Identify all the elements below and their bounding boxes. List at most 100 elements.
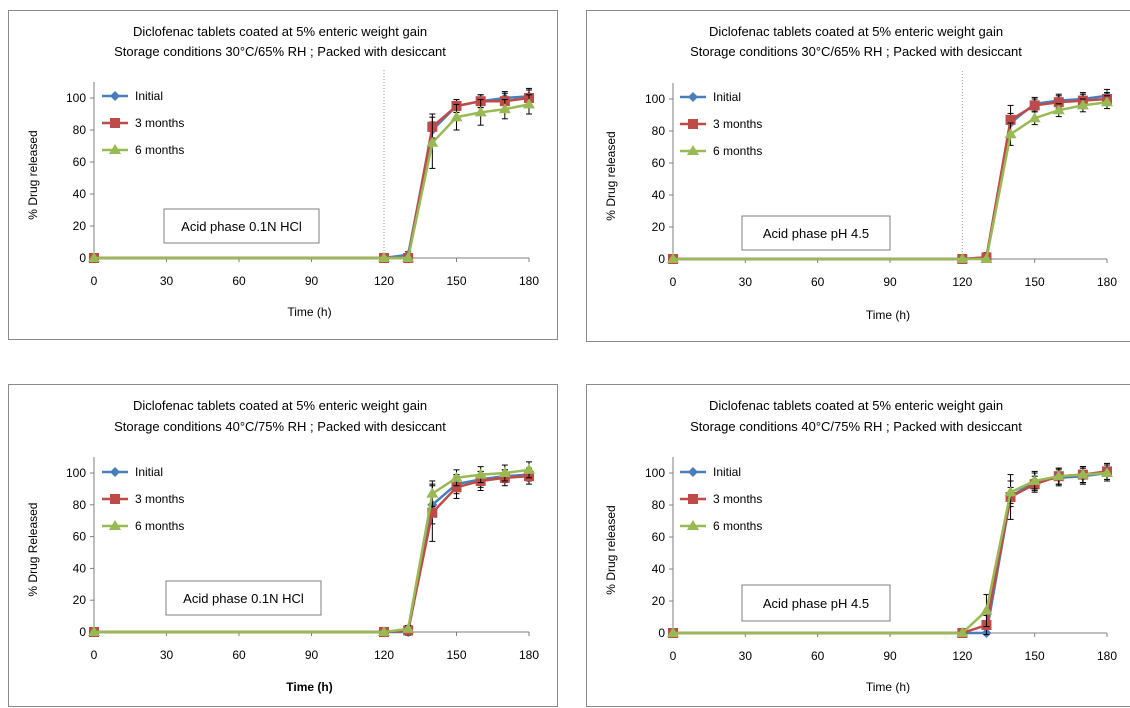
- y-tick-label: 80: [73, 498, 87, 512]
- y-tick-label: 100: [645, 466, 665, 480]
- data-point: [1004, 486, 1017, 497]
- y-tick-label: 100: [66, 466, 86, 480]
- series-6-months: [88, 461, 535, 636]
- y-tick-label: 40: [73, 187, 87, 201]
- y-tick-label: 60: [73, 155, 87, 169]
- legend-label: 3 months: [135, 116, 184, 130]
- y-tick-label: 80: [652, 124, 666, 138]
- x-tick-label: 120: [952, 275, 972, 289]
- legend-label: 6 months: [135, 143, 184, 157]
- chart-svg: Diclofenac tablets coated at 5% enteric …: [26, 398, 539, 694]
- chart-title-line: Diclofenac tablets coated at 5% enteric …: [709, 398, 1003, 413]
- x-tick-label: 120: [374, 274, 394, 288]
- x-tick-label: 30: [160, 648, 174, 662]
- data-point: [1028, 475, 1041, 485]
- data-point: [450, 111, 463, 122]
- x-tick-label: 150: [446, 274, 466, 288]
- legend-label: 3 months: [713, 492, 762, 506]
- x-tick-label: 60: [232, 648, 246, 662]
- x-tick-label: 90: [305, 648, 319, 662]
- x-tick-label: 60: [232, 274, 246, 288]
- data-point: [1101, 467, 1113, 477]
- y-axis-title: % Drug released: [604, 131, 618, 220]
- x-tick-label: 0: [91, 648, 98, 662]
- data-point: [1029, 100, 1040, 111]
- series-line: [673, 471, 1108, 635]
- y-tick-label: 20: [73, 219, 87, 233]
- x-tick-label: 30: [739, 275, 753, 289]
- legend-label: 6 months: [135, 519, 184, 533]
- chart-title-line: Storage conditions 40°C/75% RH ; Packed …: [690, 419, 1022, 434]
- chart-panel-30c-65rh-ph45: Diclofenac tablets coated at 5% enteric …: [586, 10, 1130, 342]
- x-axis-title: Time (h): [866, 680, 910, 694]
- legend-entry: 6 months: [680, 519, 762, 533]
- chart-panel-40c-75rh-hcl: Diclofenac tablets coated at 5% enteric …: [8, 384, 558, 707]
- y-tick-label: 0: [658, 252, 665, 266]
- legend-label: 3 months: [135, 492, 184, 506]
- data-point: [1052, 104, 1065, 115]
- chart-title-line: Storage conditions 30°C/65% RH ; Packed …: [690, 44, 1022, 59]
- legend-entry: 6 months: [680, 144, 762, 158]
- x-tick-label: 150: [1025, 649, 1045, 663]
- chart-svg: Diclofenac tablets coated at 5% enteric …: [604, 398, 1117, 694]
- data-point: [667, 253, 679, 263]
- x-tick-label: 180: [1097, 649, 1117, 663]
- chart-panel-30c-65rh-hcl: Diclofenac tablets coated at 5% enteric …: [8, 10, 558, 340]
- annotation-box: [741, 584, 891, 622]
- data-point: [956, 253, 969, 263]
- x-tick-label: 180: [519, 274, 539, 288]
- data-point: [88, 252, 100, 262]
- data-point: [378, 626, 390, 636]
- y-tick-label: 80: [652, 498, 666, 512]
- legend-label: Initial: [713, 465, 741, 479]
- legend-marker: [688, 119, 698, 129]
- y-axis-title: % Drug released: [604, 505, 618, 594]
- legend-label: Initial: [713, 90, 741, 104]
- x-tick-label: 0: [91, 274, 98, 288]
- x-tick-label: 90: [883, 275, 897, 289]
- data-point: [426, 136, 439, 147]
- legend-marker: [688, 92, 698, 102]
- series-line: [94, 468, 530, 634]
- data-point: [498, 467, 511, 477]
- x-tick-label: 120: [952, 649, 972, 663]
- y-tick-label: 0: [79, 625, 86, 639]
- data-point: [1101, 96, 1113, 107]
- data-point: [1076, 99, 1089, 110]
- data-point: [451, 482, 462, 493]
- y-axis-title: % Drug released: [26, 130, 40, 219]
- data-point: [498, 103, 511, 114]
- x-tick-label: 180: [1097, 275, 1117, 289]
- legend-entry: 6 months: [102, 519, 184, 533]
- y-tick-label: 60: [73, 530, 87, 544]
- legend-label: 3 months: [713, 117, 762, 131]
- legend-marker: [110, 494, 120, 504]
- x-tick-label: 180: [519, 648, 539, 662]
- data-point: [474, 106, 487, 117]
- legend-entry: 3 months: [102, 116, 184, 130]
- y-axis-title: % Drug Released: [26, 503, 40, 597]
- y-tick-label: 20: [652, 594, 666, 608]
- legend-label: 6 months: [713, 519, 762, 533]
- data-point: [402, 622, 415, 633]
- y-tick-label: 40: [652, 188, 666, 202]
- series-6-months: [667, 95, 1113, 263]
- chart-title-line: Storage conditions 30°C/65% RH ; Packed …: [114, 44, 446, 59]
- legend-label: 6 months: [713, 144, 762, 158]
- chart-title-line: Diclofenac tablets coated at 5% enteric …: [709, 24, 1003, 39]
- data-point: [523, 98, 535, 109]
- annotation-box: [741, 215, 891, 251]
- legend-label: Initial: [135, 89, 163, 103]
- legend-entry: 3 months: [680, 492, 762, 506]
- y-tick-label: 40: [73, 561, 87, 575]
- x-tick-label: 30: [160, 274, 174, 288]
- chart-title-line: Diclofenac tablets coated at 5% enteric …: [133, 24, 427, 39]
- legend-marker: [109, 144, 121, 154]
- x-tick-label: 120: [374, 648, 394, 662]
- legend-entry: Initial: [680, 465, 741, 479]
- data-point: [402, 252, 415, 262]
- y-tick-label: 20: [652, 220, 666, 234]
- x-tick-label: 150: [446, 648, 466, 662]
- chart-panel-40c-75rh-ph45: Diclofenac tablets coated at 5% enteric …: [586, 384, 1130, 707]
